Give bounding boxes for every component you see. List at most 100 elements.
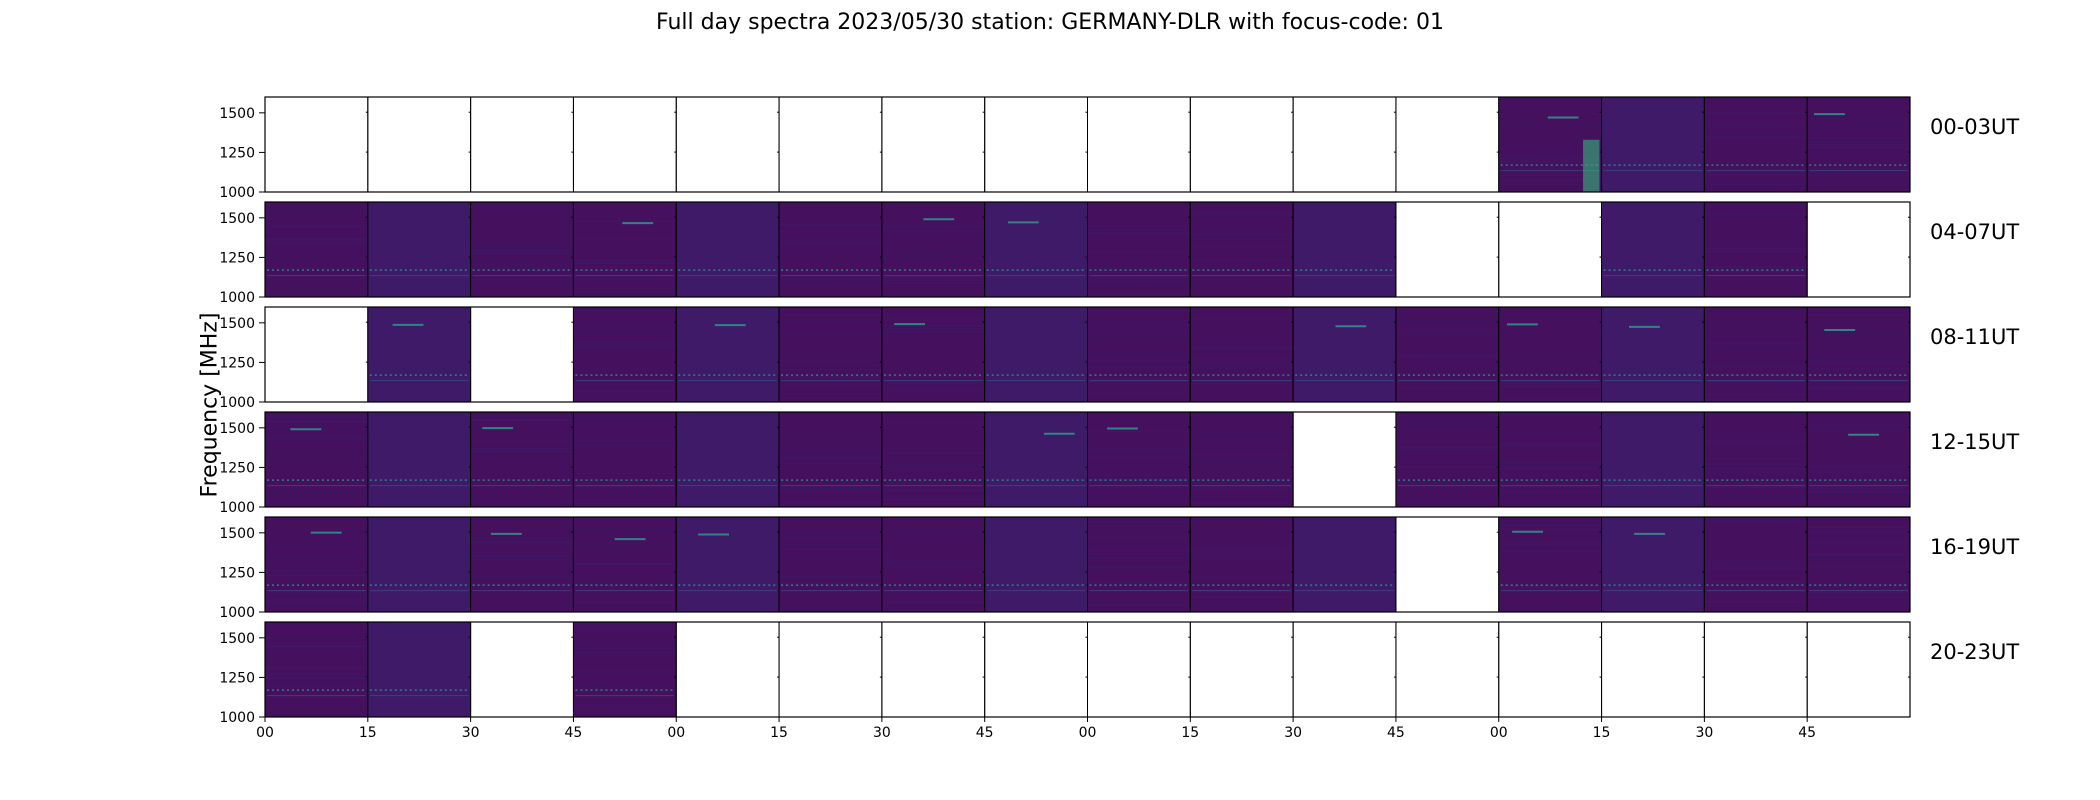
spectrum-fill bbox=[676, 517, 780, 612]
spectrum-panel-r1-c13 bbox=[1601, 201, 1705, 298]
panel-frame bbox=[1703, 621, 1808, 718]
spectrum-panel-r3-c1 bbox=[367, 411, 472, 508]
panel-frame bbox=[470, 306, 574, 403]
y-tick-label: 1250 bbox=[219, 250, 255, 266]
row-label: 20-23UT bbox=[1930, 640, 2019, 664]
spectrum-panel-r1-c12 bbox=[1498, 201, 1603, 298]
spectrum-panel-r0-c5 bbox=[778, 96, 883, 193]
y-tick-label: 1000 bbox=[219, 395, 255, 411]
spectrum-panel-r5-c0 bbox=[264, 621, 369, 718]
spectrum-panel-r0-c15 bbox=[1806, 96, 1911, 193]
spectrum-panel-r2-c3 bbox=[572, 306, 677, 403]
spectrum-panel-r0-c14 bbox=[1703, 96, 1808, 193]
spectrum-panel-r3-c5 bbox=[778, 411, 883, 508]
spectrum-fill bbox=[367, 202, 471, 297]
spectrum-fill bbox=[1190, 517, 1294, 612]
x-tick-label: 00 bbox=[1079, 725, 1097, 741]
spectrum-fill bbox=[1190, 307, 1294, 402]
x-tick-label: 45 bbox=[1798, 725, 1816, 741]
spectrum-panel-r4-c0 bbox=[264, 516, 369, 613]
spectrum-panel-r1-c15 bbox=[1806, 201, 1911, 298]
spectrum-fill bbox=[470, 412, 574, 507]
x-tick-label: 45 bbox=[976, 725, 994, 741]
spectrum-panel-r5-c14 bbox=[1703, 621, 1808, 718]
spectrum-fill bbox=[1087, 517, 1191, 612]
panel-frame bbox=[881, 96, 986, 193]
panel-frame bbox=[1395, 96, 1500, 193]
row-label: 04-07UT bbox=[1930, 220, 2019, 244]
burst-region bbox=[1583, 139, 1600, 192]
y-tick-label: 1000 bbox=[219, 290, 255, 306]
spectrum-panel-r5-c11 bbox=[1395, 621, 1500, 718]
spectrum-panel-r3-c6 bbox=[881, 411, 986, 508]
spectrum-panel-r3-c12 bbox=[1498, 411, 1603, 508]
spectrum-fill bbox=[1087, 412, 1191, 507]
x-tick-label: 15 bbox=[1181, 725, 1199, 741]
spectrum-fill bbox=[1293, 307, 1396, 402]
spectrum-panel-r4-c15 bbox=[1806, 516, 1911, 613]
spectrum-panel-r1-c7 bbox=[984, 201, 1088, 298]
y-tick-label: 1250 bbox=[219, 565, 255, 581]
spectrum-fill bbox=[367, 622, 471, 717]
spectrum-panel-r0-c13 bbox=[1601, 96, 1705, 193]
spectrum-panel-r5-c13 bbox=[1601, 621, 1705, 718]
spectrum-fill bbox=[676, 307, 780, 402]
spectrum-fill bbox=[881, 412, 985, 507]
spectrum-panel-r5-c8 bbox=[1087, 621, 1191, 718]
spectrum-panel-r0-c10 bbox=[1292, 96, 1397, 193]
spectrum-panel-r1-c0 bbox=[264, 201, 369, 298]
panel-frame bbox=[984, 96, 1088, 193]
y-tick-label: 1500 bbox=[219, 421, 255, 437]
spectrum-fill bbox=[367, 517, 471, 612]
spectrum-panel-r0-c7 bbox=[984, 96, 1088, 193]
panel-frame bbox=[470, 96, 574, 193]
spectrum-panel-r3-c0 bbox=[264, 411, 369, 508]
panel-frame bbox=[572, 96, 677, 193]
spectrum-panel-r0-c12 bbox=[1498, 96, 1603, 193]
spectrum-panel-r2-c10 bbox=[1292, 306, 1397, 403]
spectrum-panel-r5-c9 bbox=[1189, 621, 1294, 718]
y-tick-label: 1000 bbox=[219, 710, 255, 726]
spectrum-panel-r2-c0 bbox=[264, 306, 369, 403]
y-tick-label: 1000 bbox=[219, 500, 255, 516]
y-tick-label: 1500 bbox=[219, 316, 255, 332]
panel-frame bbox=[984, 621, 1088, 718]
x-tick-label: 00 bbox=[1490, 725, 1508, 741]
x-tick-label: 45 bbox=[1387, 725, 1405, 741]
spectrum-panel-r5-c10 bbox=[1292, 621, 1397, 718]
spectrum-fill bbox=[1293, 517, 1396, 612]
spectrum-panel-r0-c3 bbox=[572, 96, 677, 193]
spectrum-panel-r2-c14 bbox=[1703, 306, 1808, 403]
spectrum-panel-r1-c1 bbox=[367, 201, 472, 298]
spectrum-panel-r2-c4 bbox=[675, 306, 780, 403]
spectrum-fill bbox=[1601, 412, 1705, 507]
spectrum-panel-r1-c9 bbox=[1189, 201, 1294, 298]
row-frame bbox=[264, 306, 1911, 403]
spectrum-fill bbox=[1704, 97, 1808, 192]
panel-frame bbox=[367, 96, 472, 193]
spectrum-panel-r4-c4 bbox=[675, 516, 780, 613]
spectrum-fill bbox=[881, 202, 985, 297]
panel-frame bbox=[264, 96, 369, 193]
spectrum-panel-r0-c4 bbox=[675, 96, 780, 193]
y-tick-label: 1250 bbox=[219, 145, 255, 161]
spectrum-panel-r4-c9 bbox=[1189, 516, 1294, 613]
spectrum-fill bbox=[265, 517, 368, 612]
spectrum-panel-r1-c3 bbox=[572, 201, 677, 298]
panel-frame bbox=[470, 621, 574, 718]
spectrum-panel-r3-c2 bbox=[470, 411, 574, 508]
spectrum-panel-r3-c4 bbox=[675, 411, 780, 508]
y-tick-label: 1500 bbox=[219, 526, 255, 542]
panel-frame bbox=[264, 306, 369, 403]
spectrum-panel-r4-c1 bbox=[367, 516, 472, 613]
spectrum-panel-r4-c7 bbox=[984, 516, 1088, 613]
spectrum-panel-r2-c8 bbox=[1087, 306, 1191, 403]
spectrum-fill bbox=[470, 517, 574, 612]
axes-text: 10001250150000-03UT10001250150004-07UT10… bbox=[219, 106, 2019, 741]
spectrum-panel-r0-c8 bbox=[1087, 96, 1191, 193]
spectrum-panel-r1-c4 bbox=[675, 201, 780, 298]
panel-frame bbox=[675, 621, 780, 718]
spectrum-panel-r3-c7 bbox=[984, 411, 1088, 508]
spectrum-panel-r0-c9 bbox=[1189, 96, 1294, 193]
